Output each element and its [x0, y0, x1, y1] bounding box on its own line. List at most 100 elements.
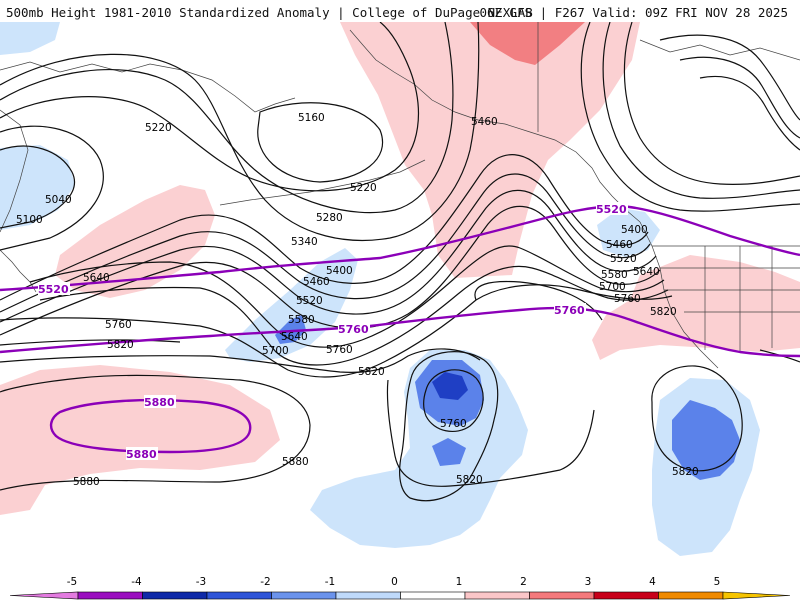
coastline-pnw [639, 221, 719, 369]
label-5820-mid: 5820 [358, 366, 385, 378]
label-5220-west: 5220 [145, 122, 172, 134]
label-5700-west: 5700 [262, 345, 289, 357]
label-bg-5760-west [338, 322, 370, 335]
colorbar-segments [9, 591, 791, 600]
colorbar-tick-label: -2 [260, 576, 270, 588]
label-5460-pnw: 5460 [606, 239, 633, 251]
contour-5520 [0, 189, 657, 323]
coastline-kurils [0, 249, 37, 293]
contour-north-canada-1 [659, 34, 800, 121]
label-bg-5880-south [126, 447, 158, 460]
colorbar-tick-label: 5 [714, 576, 721, 588]
colorbar-segment [206, 591, 272, 600]
anomaly-pos-western-us [592, 255, 800, 360]
label-5760-pnw: 5760 [614, 293, 641, 305]
label-bg-5760-east [554, 303, 586, 316]
coastline-kamchatka [0, 109, 29, 233]
colorbar-segment [722, 591, 791, 600]
contour-pnw-5520 [623, 22, 800, 185]
label-5040: 5040 [45, 194, 72, 206]
label-purple-5520-east: 5520 [596, 203, 627, 216]
contour-5160 [257, 102, 383, 183]
contour-cutoff-2 [651, 365, 743, 472]
map-panel: 5160 5220 5220 5040 5100 5280 5340 5400 … [0, 22, 800, 568]
label-5340: 5340 [291, 236, 318, 248]
anomaly-shading [0, 22, 800, 556]
label-5280: 5280 [316, 212, 343, 224]
label-purple-5880-south: 5880 [126, 448, 157, 461]
label-5400-west: 5400 [326, 265, 353, 277]
label-5760-far-west: 5760 [105, 319, 132, 331]
contour-5700 [39, 265, 669, 366]
label-5820-far-west: 5820 [107, 339, 134, 351]
contour-5280-long [0, 22, 454, 214]
label-5640-pnw: 5640 [633, 266, 660, 278]
contour-5880 [0, 374, 311, 491]
contour-cutoff-1-outer [399, 351, 499, 502]
label-purple-5760-west: 5760 [338, 323, 369, 336]
coastline-aleutians [219, 159, 426, 206]
contour-5820 [0, 348, 481, 373]
colorbar-segment [9, 591, 79, 600]
label-purple-5760-east: 5760 [554, 304, 585, 317]
label-5460-alaska: 5460 [471, 116, 498, 128]
colorbar-tick-label: 1 [456, 576, 463, 588]
colorbar-tick-label: -1 [325, 576, 335, 588]
contour-cutoff-1-inner [423, 369, 484, 433]
colorbar-segment [271, 591, 337, 600]
contour-5340 [0, 22, 480, 241]
label-5640-far-west: 5640 [83, 272, 110, 284]
contour-5640 [29, 245, 665, 348]
contour-5220 [0, 22, 420, 192]
contour-5040 [0, 145, 75, 229]
colorbar-tick-label: -5 [67, 576, 77, 588]
label-5820-cutoff-1: 5820 [456, 474, 483, 486]
label-5100: 5100 [16, 214, 43, 226]
coastline-north-canada [639, 39, 800, 61]
label-5400-pnw: 5400 [621, 224, 648, 236]
contour-labels: 5160 5220 5220 5040 5100 5280 5340 5400 … [16, 112, 699, 488]
label-5880-east: 5880 [282, 456, 309, 468]
colorbar-tick-label: 4 [649, 576, 656, 588]
chart-title: 500mb Height 1981-2010 Standardized Anom… [6, 5, 533, 20]
highlight-labels: 5520 5520 5760 5760 5880 5880 [38, 202, 628, 461]
label-5580-pnw: 5580 [601, 269, 628, 281]
contour-5580 [0, 205, 661, 336]
label-5460-west: 5460 [303, 276, 330, 288]
colorbar-tick-label: 2 [520, 576, 527, 588]
label-bg-5880-north [144, 395, 176, 408]
colorbar: -5 -4 -3 -2 -1 0 1 2 3 4 5 [9, 576, 791, 600]
contour-pnw-5400 [580, 22, 800, 212]
label-5520-west: 5520 [296, 295, 323, 307]
colorbar-segment [142, 591, 208, 600]
label-5160: 5160 [298, 112, 325, 124]
height-contours [0, 22, 800, 502]
colorbar-tick-label: 3 [585, 576, 592, 588]
contour-sw-closed [759, 349, 800, 363]
label-bg-5520-west [38, 282, 70, 295]
contour-5820-loop [386, 379, 595, 487]
label-purple-5880-north: 5880 [144, 396, 175, 409]
contour-5760-cutoff [474, 280, 603, 321]
colorbar-ticks: -5 -4 -3 -2 -1 0 1 2 3 4 5 [67, 576, 721, 588]
colorbar-segment [77, 591, 143, 600]
colorbar-segment [529, 591, 595, 600]
anomaly-neg-cutoff-low-1-tail [432, 438, 466, 466]
colorbar-segment [464, 591, 530, 600]
label-5820-cutoff-2: 5820 [672, 466, 699, 478]
label-5520-pnw: 5520 [610, 253, 637, 265]
header: 500mb Height 1981-2010 Standardized Anom… [0, 0, 800, 22]
anomaly-pos-alaska-core [470, 22, 585, 65]
label-5760-cutoff-1: 5760 [440, 418, 467, 430]
contour-5460 [0, 173, 651, 313]
land-outlines [0, 22, 800, 369]
coastline-siberia [0, 61, 296, 113]
colorbar-segment [658, 591, 724, 600]
label-5640-west: 5640 [281, 331, 308, 343]
purple-5760 [0, 306, 800, 358]
label-5580-west: 5580 [288, 314, 315, 326]
colorbar-tick-label: 0 [391, 576, 398, 588]
label-5880-south: 5880 [73, 476, 100, 488]
colorbar-tick-label: -3 [196, 576, 206, 588]
label-5820-pnw: 5820 [650, 306, 677, 318]
